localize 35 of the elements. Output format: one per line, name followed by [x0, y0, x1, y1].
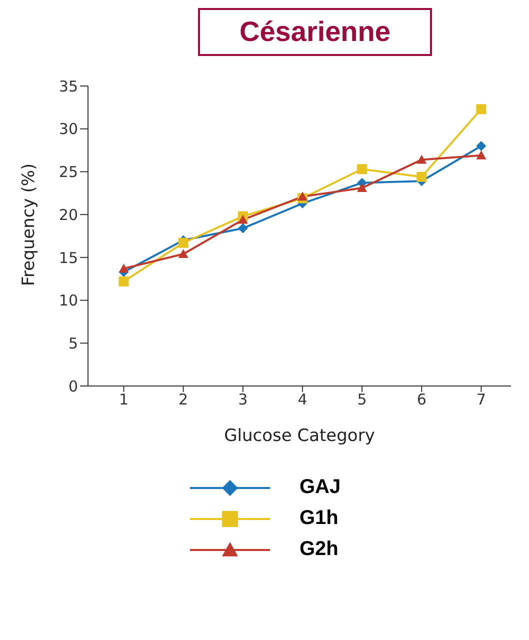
point	[178, 238, 188, 248]
y-tick-label: 15	[58, 248, 78, 267]
y-tick-label: 30	[58, 120, 78, 138]
point	[476, 141, 486, 151]
point	[178, 249, 188, 258]
point	[118, 264, 129, 273]
x-tick-label: 3	[238, 390, 248, 409]
point	[118, 276, 129, 286]
legend-label: GAJ	[300, 476, 342, 499]
x-tick-label: 2	[178, 390, 188, 409]
y-tick-label: 10	[58, 292, 78, 310]
x-tick-label: 6	[416, 390, 426, 409]
chart-title: Césarienne	[198, 8, 432, 56]
y-axis-title: Frequency (%)	[19, 163, 40, 286]
point	[476, 104, 486, 114]
point	[238, 223, 248, 234]
x-tick-label: 5	[357, 390, 367, 409]
y-tick-label: 0	[68, 377, 78, 396]
legend-label: G2h	[300, 538, 340, 561]
point	[357, 183, 368, 192]
point	[476, 150, 486, 160]
y-tick-label: 35	[58, 77, 78, 96]
point	[416, 172, 427, 182]
point	[297, 192, 308, 201]
point	[416, 154, 427, 164]
y-tick-label: 25	[58, 163, 78, 182]
y-tick-label: 5	[68, 334, 78, 352]
x-tick-label: 7	[476, 390, 486, 409]
x-axis-title: Glucose Category	[224, 426, 375, 446]
x-tick-label: 4	[298, 390, 308, 409]
y-tick-label: 20	[58, 206, 78, 224]
point	[357, 164, 368, 174]
x-tick-label: 1	[118, 390, 129, 409]
legend-label: G1h	[300, 507, 340, 530]
point	[238, 214, 248, 224]
